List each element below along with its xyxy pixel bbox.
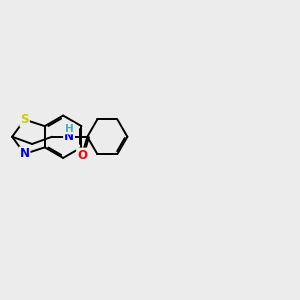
Text: N: N — [64, 130, 74, 143]
Text: H: H — [65, 124, 74, 134]
Text: N: N — [20, 147, 30, 161]
Text: O: O — [77, 148, 87, 161]
Text: S: S — [20, 113, 29, 126]
